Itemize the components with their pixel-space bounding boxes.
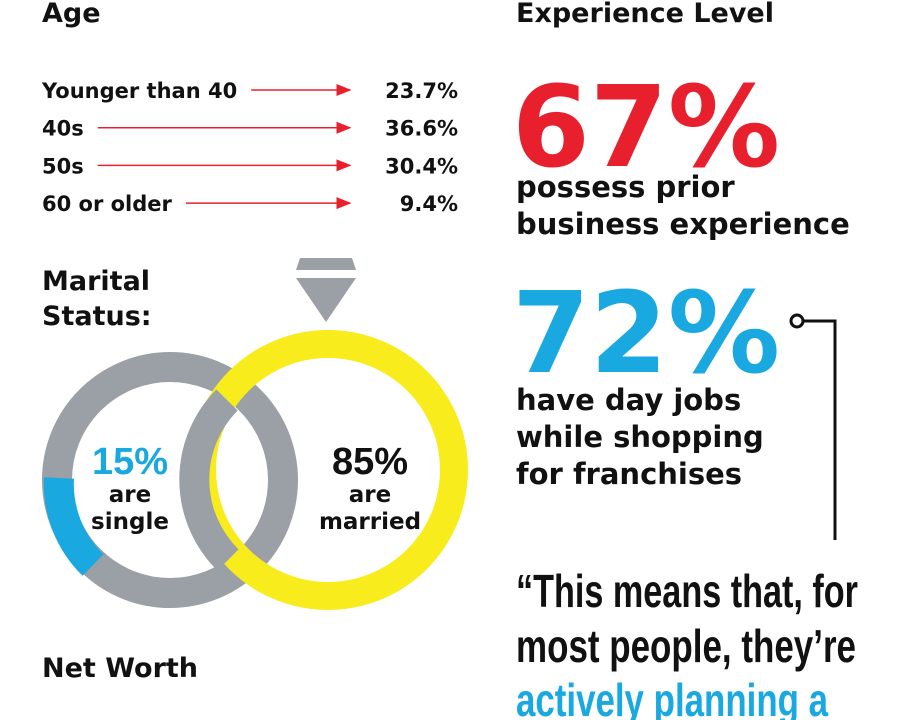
quote-line: most people, they’re xyxy=(516,620,856,672)
marital-heading: Marital xyxy=(42,266,150,297)
net-worth-heading: Net Worth xyxy=(42,653,198,684)
age-value: 9.4% xyxy=(400,192,458,216)
married-label: are xyxy=(349,482,391,508)
age-label: 60 or older xyxy=(42,192,173,216)
stat-text: for franchises xyxy=(516,457,742,491)
stat-text: have day jobs xyxy=(516,383,741,417)
single-label: are xyxy=(109,482,151,508)
stat-percent: 67% xyxy=(512,63,780,193)
married-label: married xyxy=(319,509,421,535)
stat-text: while shopping xyxy=(516,420,764,454)
age-label: 40s xyxy=(42,117,84,141)
experience-heading: Experience Level xyxy=(516,0,774,29)
stat-text: possess prior xyxy=(516,170,735,204)
marital-heading: Status: xyxy=(42,301,152,332)
stat-text: business experience xyxy=(516,207,850,241)
stat-percent: 72% xyxy=(512,269,780,399)
age-value: 30.4% xyxy=(385,154,458,178)
age-label: 50s xyxy=(42,154,84,178)
connector xyxy=(789,313,837,540)
single-label: single xyxy=(91,509,169,535)
age-value: 36.6% xyxy=(385,117,458,141)
quote-line: “This means that, for xyxy=(516,565,858,617)
age-value: 23.7% xyxy=(385,79,458,103)
diamond-icon xyxy=(296,258,356,322)
age-label: Younger than 40 xyxy=(41,79,237,103)
rings xyxy=(42,330,468,610)
quote-line: actively planning a xyxy=(516,674,828,720)
married-percent: 85% xyxy=(332,441,408,483)
age-heading: Age xyxy=(42,0,101,29)
single-percent: 15% xyxy=(92,441,168,483)
